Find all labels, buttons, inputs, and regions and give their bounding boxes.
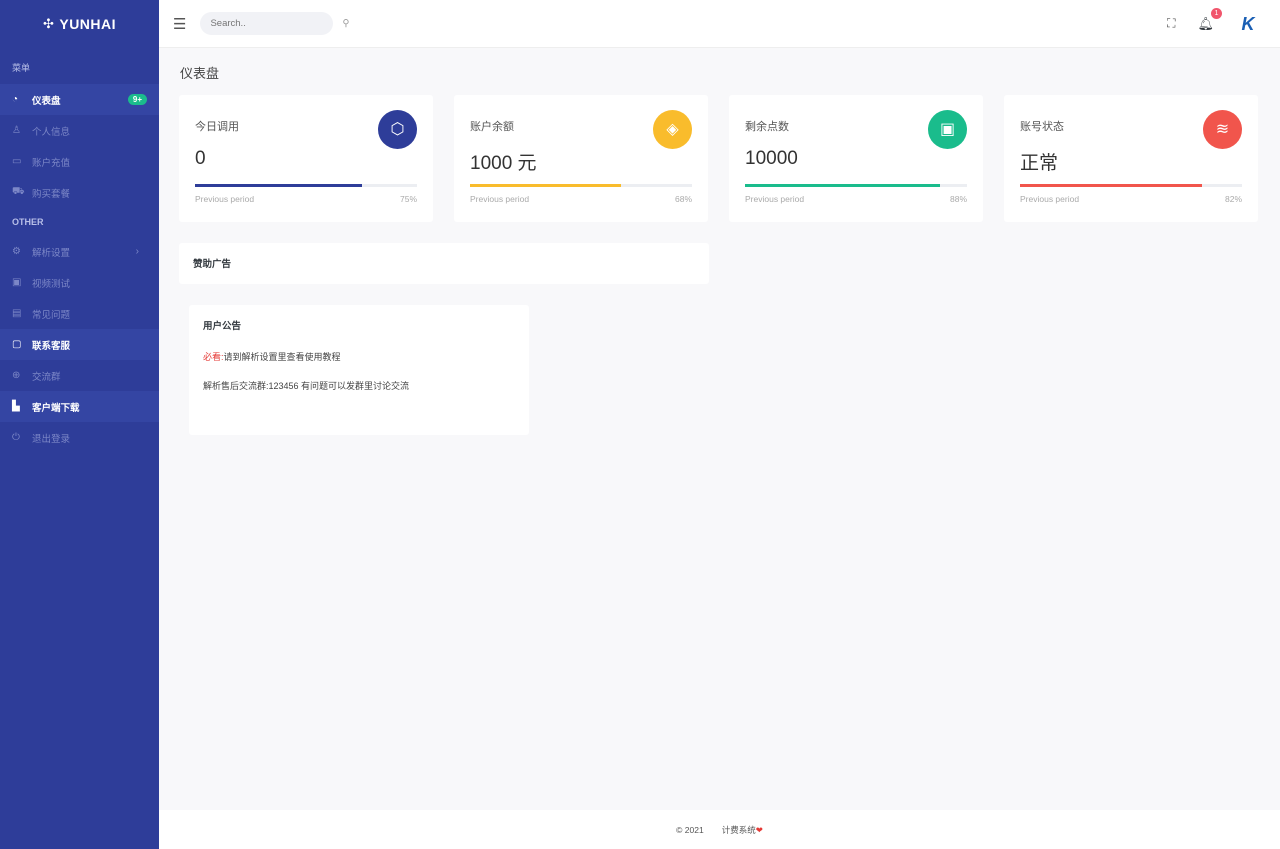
heart-icon: ❤: [755, 824, 763, 835]
document-icon: ▤: [12, 308, 22, 319]
gear-icon: ⚙: [12, 246, 21, 257]
sidebar-item[interactable]: ◔ 仪表盘 9+: [0, 84, 159, 115]
sidebar-item[interactable]: ▣ 视频测试: [0, 267, 159, 298]
file-icon: ▙: [12, 401, 20, 412]
sidebar-item-label: 视频测试: [32, 278, 71, 290]
topbar: ☰ ⚲ ⛶ 🔔︎1 K: [159, 0, 1280, 48]
progress-percent: 68%: [674, 194, 692, 204]
stat-card: 剩余点数 10000 ▣ Previous period 88%: [729, 95, 983, 222]
stat-title: 账号状态: [1020, 121, 1064, 133]
cube-icon: ⬡: [378, 110, 417, 149]
sidebar-item-label: 联系客服: [32, 340, 71, 352]
stat-card: 账户余额 1000 元 ◈ Previous period 68%: [454, 95, 708, 222]
ad-title: 赞助广告: [193, 259, 232, 270]
stat-title: 剩余点数: [745, 121, 789, 133]
avatar[interactable]: K: [1241, 13, 1255, 34]
progress-fill: [745, 184, 941, 187]
progress-fill: [470, 184, 621, 187]
sidebar-item[interactable]: ▭ 账户充值: [0, 146, 159, 177]
stat-value: 10000: [745, 148, 798, 169]
progress-fill: [1020, 184, 1203, 187]
sidebar-item[interactable]: ⊕ 交流群: [0, 360, 159, 391]
announcement-title: 用户公告: [203, 321, 242, 332]
stat-value: 0: [195, 148, 206, 169]
layers-icon: ≋: [1203, 110, 1242, 149]
stat-footnote: Previous period: [470, 194, 530, 204]
progress-percent: 75%: [399, 194, 417, 204]
search-box: ⚲: [200, 12, 349, 35]
tag-icon: ◈: [653, 110, 692, 149]
brand-name: YUNHAI: [59, 16, 117, 32]
sidebar-item-label: 退出登录: [32, 433, 71, 445]
menu-section-title: 菜单: [12, 63, 31, 73]
search-icon[interactable]: ⚲: [342, 18, 350, 29]
message-icon: ▢: [12, 339, 22, 350]
sidebar-item[interactable]: ⏻ 退出登录: [0, 422, 159, 453]
video-icon: ▣: [12, 277, 22, 288]
announcement-line: 解析售后交流群:123456 有问题可以发群里讨论交流: [203, 381, 410, 391]
copyright: © 2021: [676, 824, 704, 835]
search-input[interactable]: [210, 18, 343, 29]
sidebar-item[interactable]: ▢ 联系客服: [0, 329, 159, 360]
stat-card: 账号状态 正常 ≋ Previous period 82%: [1004, 95, 1258, 222]
progress-bar: [470, 184, 692, 187]
progress-bar: [1020, 184, 1242, 187]
sidebar: ✣ YUNHAI 菜单 ◔ 仪表盘 9+ ♙ 个人信息 ▭ 账户充值 ⛟ 购买套餐 OTHER ⚙…: [0, 0, 159, 849]
sidebar-item[interactable]: ▙ 客户端下载: [0, 391, 159, 422]
progress-percent: 88%: [949, 194, 967, 204]
footer: © 2021 计费系统❤: [159, 810, 1280, 849]
sidebar-item-label: 常见问题: [32, 309, 71, 321]
sidebar-item-label: 客户端下载: [32, 402, 80, 414]
stat-title: 今日调用: [195, 121, 239, 133]
stat-footnote: Previous period: [745, 194, 805, 204]
progress-bar: [195, 184, 417, 187]
fullscreen-icon[interactable]: ⛶: [1167, 16, 1176, 30]
notification-badge: 1: [1211, 7, 1222, 19]
logo-icon: ✣: [42, 16, 55, 31]
logo[interactable]: ✣ YUNHAI: [0, 0, 159, 48]
stat-value: 1000 元: [470, 153, 537, 174]
must-read-label: 必看:: [203, 352, 224, 362]
cart-icon: ⛟: [12, 186, 25, 197]
progress-percent: 82%: [1224, 194, 1242, 204]
sidebar-item[interactable]: ⚙ 解析设置 ›: [0, 236, 159, 267]
sidebar-item-label: 账户充值: [32, 157, 71, 169]
sidebar-item-label: 解析设置: [32, 247, 71, 259]
power-icon: ⏻: [12, 432, 20, 443]
stat-value: 正常: [1020, 153, 1059, 174]
chevron-right-icon: ›: [135, 246, 139, 257]
stat-card: 今日调用 0 ⬡ Previous period 75%: [179, 95, 433, 222]
stat-footnote: Previous period: [1020, 194, 1080, 204]
sidebar-item[interactable]: ⛟ 购买套餐: [0, 177, 159, 208]
credit-card-icon: ▭: [12, 156, 22, 167]
notification-bell-icon[interactable]: 🔔︎ 1: [1197, 7, 1222, 32]
sponsor-ad-card: 赞助广告: [179, 243, 709, 284]
stat-footnote: Previous period: [195, 194, 255, 204]
sidebar-item-label: 个人信息: [32, 126, 71, 138]
count-badge: 9+: [127, 94, 147, 105]
dashboard-icon: ◔: [12, 94, 19, 105]
announcement-card: 用户公告 必看:请到解析设置里查看使用教程 解析售后交流群:123456 有问题…: [189, 305, 529, 435]
sidebar-item-label: 购买套餐: [32, 188, 71, 200]
sidebar-item[interactable]: ▤ 常见问题: [0, 298, 159, 329]
progress-bar: [745, 184, 967, 187]
plus-circle-icon: ⊕: [12, 370, 21, 381]
sidebar-item[interactable]: ♙ 个人信息: [0, 115, 159, 146]
progress-fill: [195, 184, 362, 187]
briefcase-icon: ▣: [928, 110, 967, 149]
menu-toggle-icon[interactable]: ☰: [173, 15, 187, 33]
sidebar-item-label: 仪表盘: [32, 95, 61, 107]
sidebar-item-label: 交流群: [32, 371, 61, 383]
announcement-line: 请到解析设置里查看使用教程: [223, 352, 341, 362]
stat-title: 账户余额: [470, 121, 514, 133]
user-icon: ♙: [12, 125, 21, 136]
system-name: 计费系统: [721, 824, 756, 835]
other-section-title: OTHER: [12, 217, 44, 227]
page-title: 仪表盘: [180, 66, 220, 81]
